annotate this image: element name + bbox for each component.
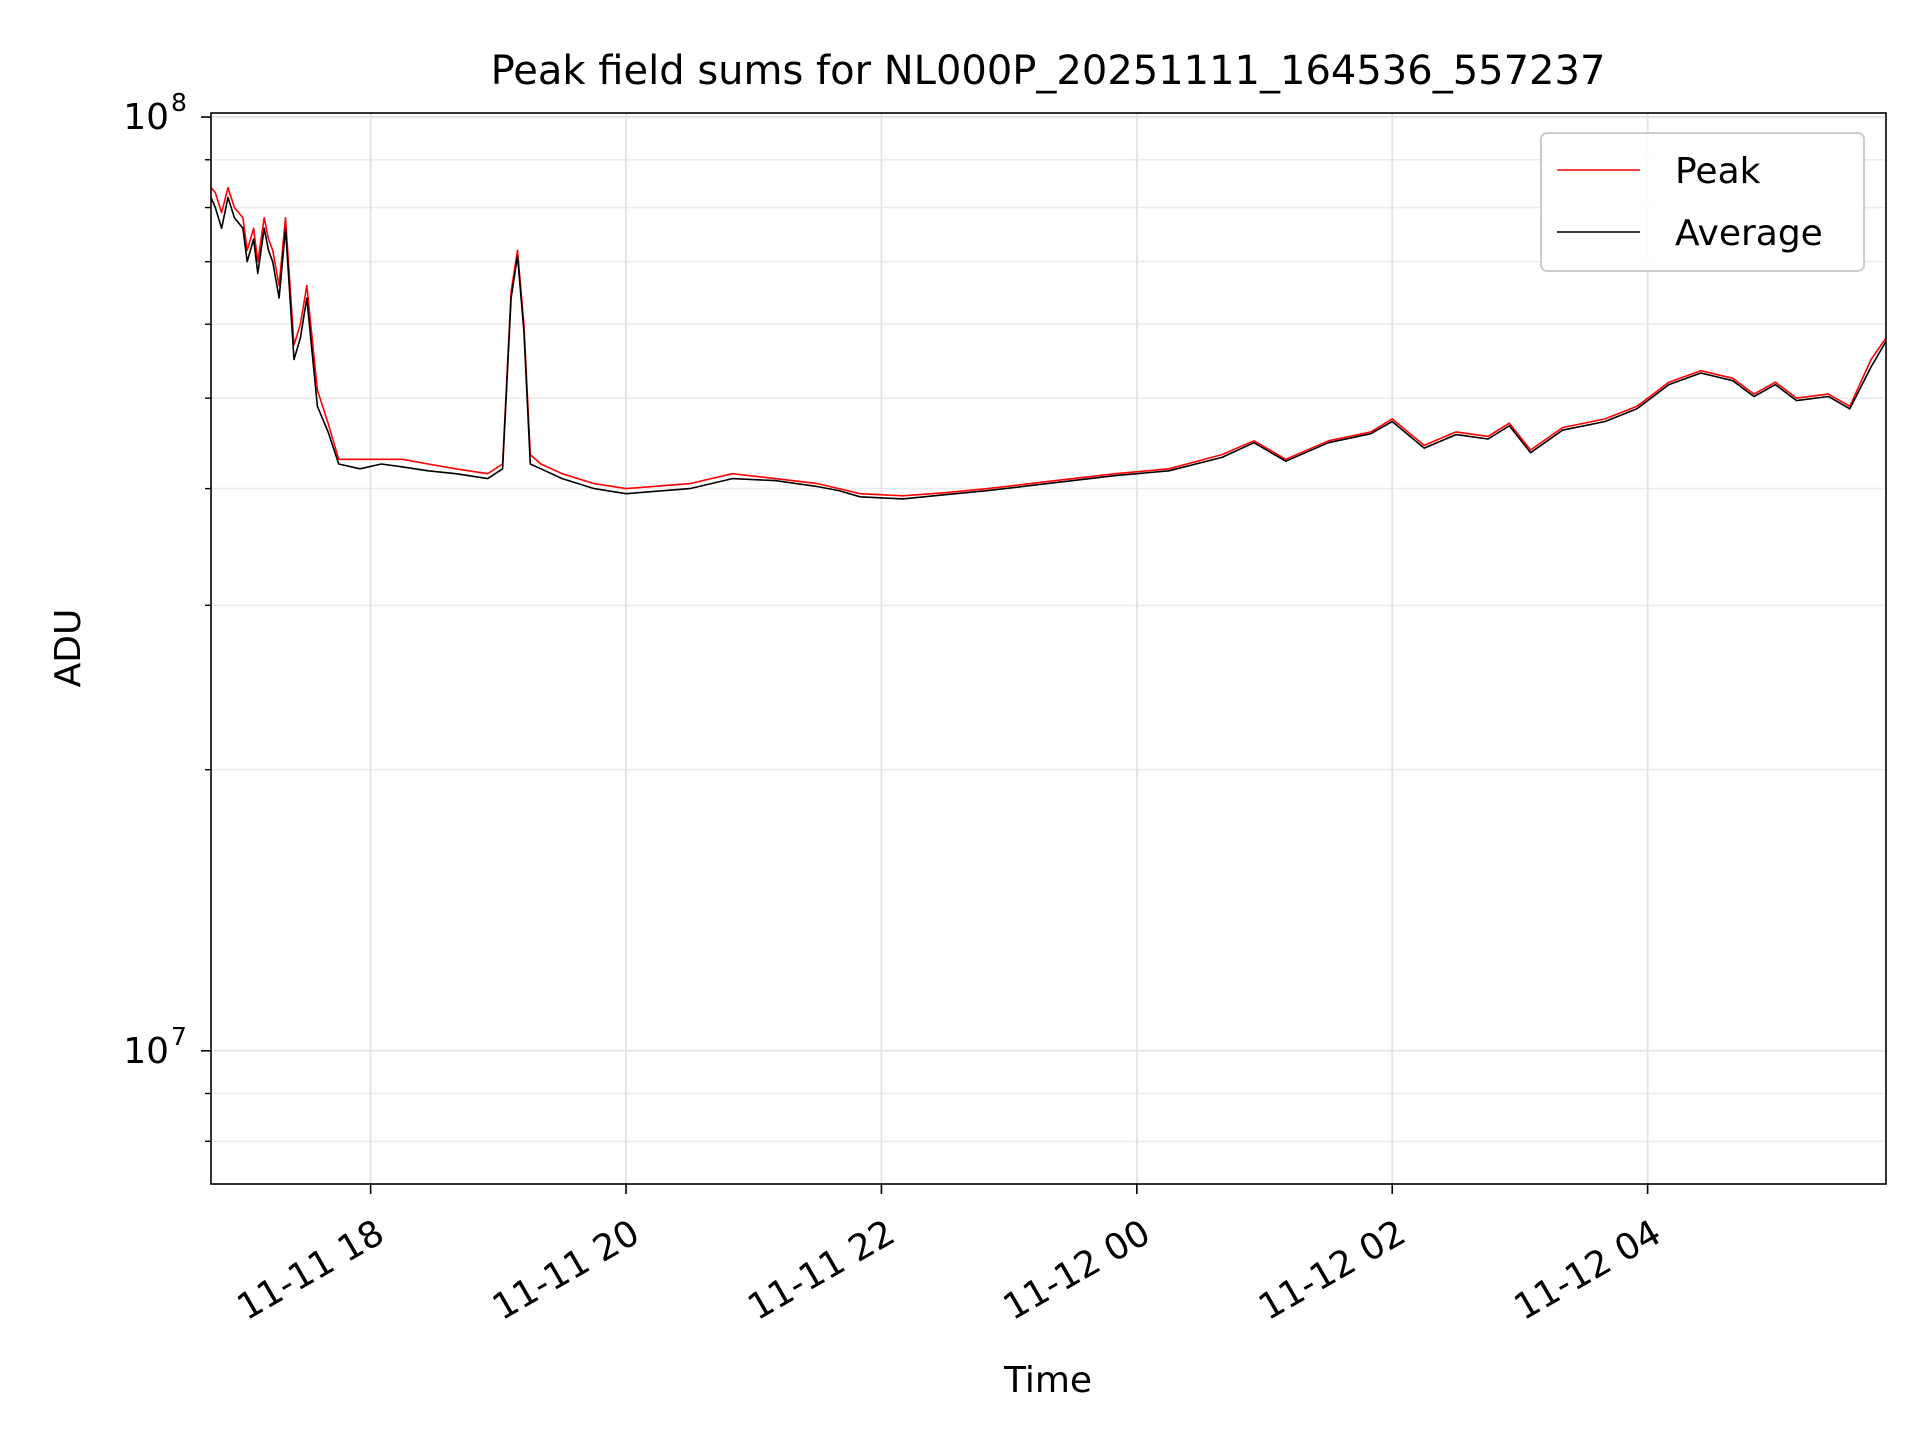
legend-label-peak: Peak [1675,151,1761,192]
y-tick-label-exponent: 7 [171,1022,187,1051]
legend-label-average: Average [1675,213,1823,254]
plot-frame [210,112,1887,1185]
series-line-average [210,196,1887,500]
chart-title: Peak field sums for NL000P_20251111_1645… [491,48,1606,94]
y-tick-label: 10 [123,1031,169,1072]
series-layer [210,186,1887,500]
y-tick-label-exponent: 8 [171,88,187,117]
series-line-peak [210,186,1887,497]
legend: Peak Average [1540,132,1865,272]
y-tick-label: 10 [123,97,169,138]
y-axis-label: ADU [48,609,89,688]
x-axis-label: Time [1003,1360,1092,1401]
legend-box [1540,132,1865,272]
